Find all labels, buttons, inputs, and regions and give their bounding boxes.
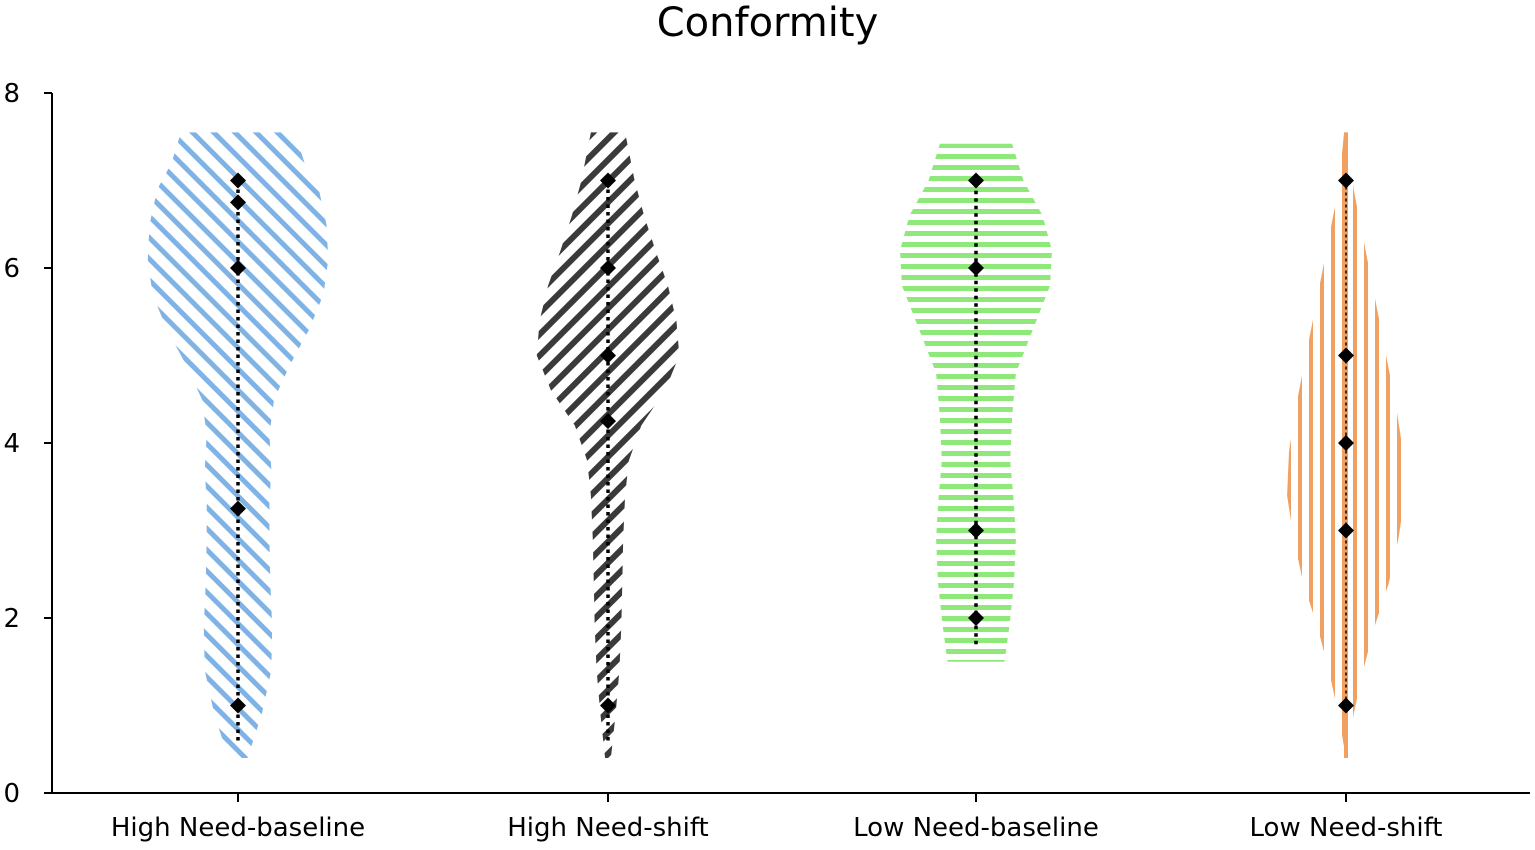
data-point bbox=[230, 172, 246, 189]
y-tick-label: 8 bbox=[3, 79, 20, 109]
data-point bbox=[968, 522, 984, 539]
data-point bbox=[600, 260, 616, 276]
data-point bbox=[1338, 172, 1354, 189]
chart-title: Conformity bbox=[656, 0, 879, 46]
data-point bbox=[230, 260, 246, 276]
data-point bbox=[230, 194, 246, 211]
data-point bbox=[600, 347, 616, 364]
axes-layer: 0 2 4 6 8 High Need-baseline High Need-shift Lo… bbox=[3, 79, 1530, 843]
data-point bbox=[600, 697, 616, 714]
data-point bbox=[600, 172, 616, 189]
data-point bbox=[600, 413, 616, 430]
x-tick-label: High Need-baseline bbox=[111, 813, 365, 843]
data-point bbox=[1338, 697, 1354, 714]
data-point bbox=[1338, 347, 1354, 364]
data-point bbox=[1338, 435, 1354, 451]
x-tick-label: Low Need-shift bbox=[1250, 813, 1443, 843]
x-tick-label: Low Need-baseline bbox=[853, 813, 1099, 843]
data-point bbox=[968, 610, 984, 626]
violins-layer bbox=[147, 132, 1405, 758]
data-point bbox=[230, 500, 246, 517]
data-point bbox=[1338, 522, 1354, 539]
data-point bbox=[968, 260, 984, 276]
x-tick-label: High Need-shift bbox=[507, 813, 709, 843]
y-tick-label: 2 bbox=[3, 604, 20, 634]
y-tick-label: 0 bbox=[3, 779, 20, 809]
data-point bbox=[968, 172, 984, 189]
data-point bbox=[230, 697, 246, 714]
y-tick-label: 4 bbox=[3, 429, 20, 459]
y-tick-label: 6 bbox=[3, 254, 20, 284]
